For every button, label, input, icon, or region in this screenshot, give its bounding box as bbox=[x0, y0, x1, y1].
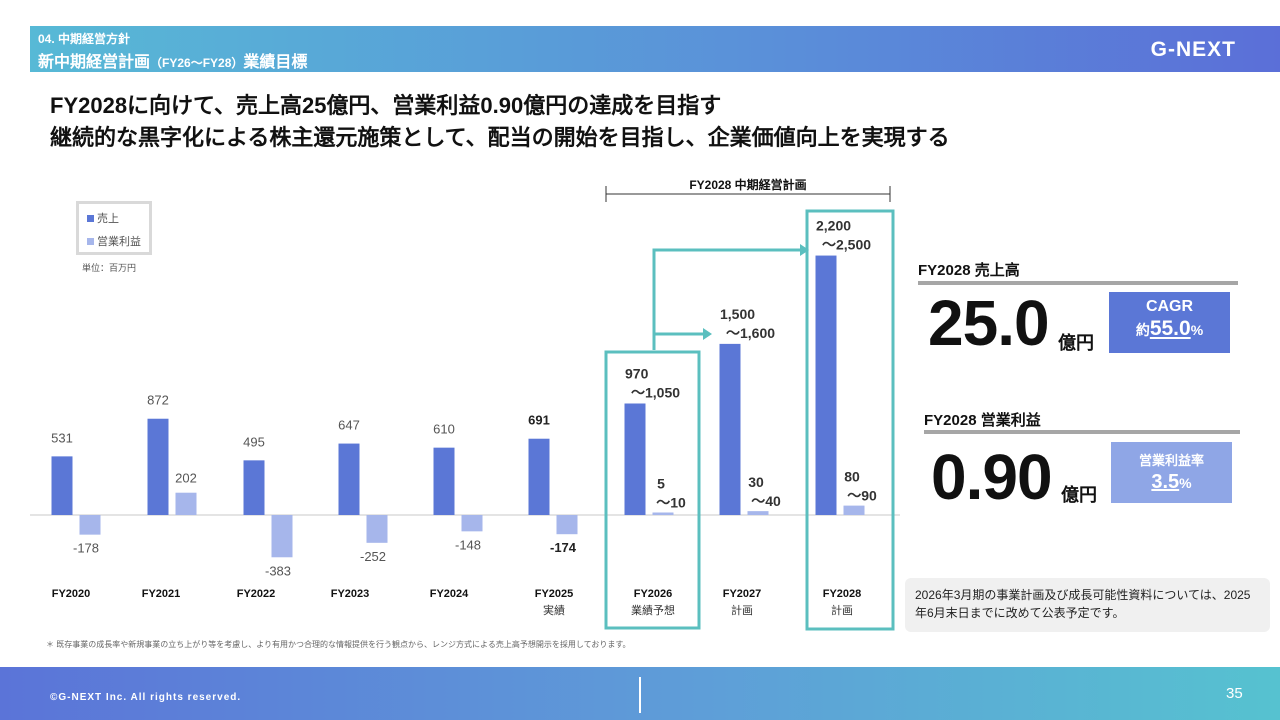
x-tick-fy2028: FY2028 bbox=[823, 588, 862, 600]
headline-1: FY2028に向けて、売上高25億円、営業利益0.90億円の達成を目指す bbox=[50, 93, 722, 118]
label-op-profit-fy2024: -148 bbox=[455, 537, 481, 552]
kpi-cagr-value: 55.0 bbox=[1149, 317, 1191, 340]
kpi-sales-title: FY2028 売上高 bbox=[918, 262, 1020, 279]
growth-arrow-to-fy2028 bbox=[652, 248, 800, 350]
kpi-op-divider bbox=[924, 430, 1240, 434]
bar-op-profit-fy2026 bbox=[652, 512, 674, 515]
bar-chart: 531 -178 FY2020 872 202 FY2021 495 -383 FY2022 64… bbox=[30, 186, 900, 631]
kpi-margin-value: 3.5 bbox=[1151, 471, 1180, 493]
x-tick-fy2025: FY2025 bbox=[535, 588, 574, 600]
legend-label-op-profit: 営業利益 bbox=[97, 236, 141, 248]
bar-sales-fy2020 bbox=[51, 456, 73, 515]
x-tick-fy2022: FY2022 bbox=[237, 588, 276, 600]
bar-op-profit-fy2028 bbox=[843, 505, 865, 515]
label-sales-fy2027: 1,500 〜1,600 bbox=[720, 306, 775, 341]
kpi-cagr-box: CAGR 約55.0% bbox=[1109, 292, 1230, 353]
label-sales-fy2021: 872 bbox=[147, 393, 169, 408]
bar-op-profit-fy2027 bbox=[747, 511, 769, 515]
disclosure-note: 2026年3月期の事業計画及び成長可能性資料については、2025年6月末日までに… bbox=[905, 578, 1270, 632]
x-tick-fy2023: FY2023 bbox=[331, 588, 370, 600]
label-op-profit-fy2020: -178 bbox=[73, 541, 99, 556]
bar-op-profit-fy2020 bbox=[79, 515, 101, 535]
x-tick-fy2026: FY2026 bbox=[634, 588, 673, 600]
title-period: （FY26〜FY28） bbox=[150, 56, 244, 70]
bar-sales-fy2022 bbox=[243, 460, 265, 515]
copyright: ©G-NEXT Inc. All rights reserved. bbox=[50, 692, 242, 703]
label-sales-fy2022: 495 bbox=[243, 434, 265, 449]
label-op-profit-fy2023: -252 bbox=[360, 549, 386, 564]
title-end: 業績目標 bbox=[243, 54, 308, 71]
legend-item-op-profit: 営業利益 bbox=[87, 233, 141, 249]
label-op-profit-fy2021: 202 bbox=[175, 471, 197, 486]
label-op-profit-fy2025: -174 bbox=[550, 540, 577, 555]
bar-op-profit-fy2025 bbox=[556, 515, 578, 535]
bar-op-profit-fy2023 bbox=[366, 515, 388, 543]
kpi-margin-line: 3.5% bbox=[1111, 471, 1232, 494]
kpi-margin-box: 営業利益率 3.5% bbox=[1111, 442, 1232, 503]
x-tick-fy2027: FY2027 bbox=[723, 588, 762, 600]
x-tick-fy2021: FY2021 bbox=[142, 588, 181, 600]
kpi-op-unit: 億円 bbox=[1061, 485, 1097, 505]
footer-divider bbox=[639, 677, 641, 713]
bar-sales-fy2028 bbox=[815, 255, 837, 515]
label-sales-fy2028: 2,200 〜2,500 bbox=[816, 218, 871, 253]
plan-frame-fy2028 bbox=[805, 209, 895, 631]
section-label: 04. 中期経営方針 bbox=[38, 32, 131, 46]
plan-range-label: FY2028 中期経営計画 bbox=[689, 178, 807, 192]
kpi-cagr-suffix: % bbox=[1190, 322, 1204, 338]
footer-bar: ©G-NEXT Inc. All rights reserved. 35 bbox=[0, 667, 1280, 720]
bar-sales-fy2026 bbox=[624, 403, 646, 515]
kpi-cagr-line: 約55.0% bbox=[1109, 317, 1230, 341]
kpi-sales-value: 25.0 bbox=[928, 287, 1050, 359]
x-tick-fy2020: FY2020 bbox=[52, 588, 91, 600]
kpi-op-value: 0.90 bbox=[931, 441, 1053, 513]
label-sales-fy2020: 531 bbox=[51, 430, 73, 445]
page-number: 35 bbox=[1226, 685, 1243, 702]
chart-legend: 売上 営業利益 bbox=[76, 201, 152, 255]
label-op-profit-fy2028: 80 〜90 bbox=[844, 469, 877, 504]
kpi-margin-suffix: % bbox=[1179, 475, 1192, 491]
label-sales-fy2024: 610 bbox=[433, 422, 455, 437]
growth-arrowhead-fy2027 bbox=[703, 328, 712, 340]
label-sales-fy2023: 647 bbox=[338, 418, 360, 433]
legend-label-sales: 売上 bbox=[97, 213, 119, 225]
x-sublabel-fy2025: 実績 bbox=[543, 603, 565, 617]
label-op-profit-fy2022: -383 bbox=[265, 563, 291, 578]
legend-item-sales: 売上 bbox=[87, 210, 119, 226]
bar-sales-fy2023 bbox=[338, 443, 360, 515]
label-op-profit-fy2027: 30 〜40 bbox=[748, 474, 781, 509]
bar-sales-fy2021 bbox=[147, 418, 169, 515]
bar-sales-fy2025 bbox=[528, 438, 550, 515]
kpi-cagr-label: CAGR bbox=[1145, 298, 1194, 315]
plan-frame-fy2026 bbox=[604, 350, 701, 630]
unit-label: 単位：百万円 bbox=[82, 263, 137, 273]
kpi-margin-label: 営業利益率 bbox=[1138, 453, 1204, 468]
x-sublabel-fy2026: 業績予想 bbox=[631, 603, 675, 617]
header-bar: 04. 中期経営方針 新中期経営計画（FY26〜FY28）業績目標 G-NEXT bbox=[30, 26, 1280, 72]
x-sublabel-fy2028: 計画 bbox=[831, 603, 853, 617]
legend-swatch-sales bbox=[87, 215, 94, 222]
bar-sales-fy2027 bbox=[719, 343, 741, 515]
bar-sales-fy2024 bbox=[433, 447, 455, 515]
x-sublabel-fy2027: 計画 bbox=[731, 603, 753, 617]
legend-swatch-op-profit bbox=[87, 238, 94, 245]
headline-2: 継続的な黒字化による株主還元施策として、配当の開始を目指し、企業価値向上を実現す… bbox=[50, 125, 950, 150]
kpi-sales-unit: 億円 bbox=[1058, 333, 1094, 353]
kpi-sales-divider bbox=[918, 281, 1238, 285]
bar-op-profit-fy2024 bbox=[461, 515, 483, 532]
bar-op-profit-fy2022 bbox=[271, 515, 293, 558]
bar-op-profit-fy2021 bbox=[175, 492, 197, 515]
label-sales-fy2025: 691 bbox=[528, 413, 550, 428]
label-sales-fy2026: 970 〜1,050 bbox=[625, 365, 680, 400]
kpi-cagr-prefix: 約 bbox=[1135, 322, 1150, 338]
x-tick-fy2024: FY2024 bbox=[430, 588, 469, 600]
company-logo: G-NEXT bbox=[1150, 38, 1236, 61]
growth-arrowhead-fy2028 bbox=[800, 244, 809, 256]
title-main: 新中期経営計画 bbox=[38, 54, 151, 71]
kpi-op-title: FY2028 営業利益 bbox=[924, 412, 1041, 429]
label-op-profit-fy2026: 5 〜10 bbox=[656, 476, 686, 511]
footnote: ＊ 既存事業の成長率や新規事業の立ち上がり等を考慮し、より有用かつ合理的な情報提… bbox=[46, 640, 631, 649]
page-title: 新中期経営計画（FY26〜FY28）業績目標 bbox=[38, 48, 307, 72]
